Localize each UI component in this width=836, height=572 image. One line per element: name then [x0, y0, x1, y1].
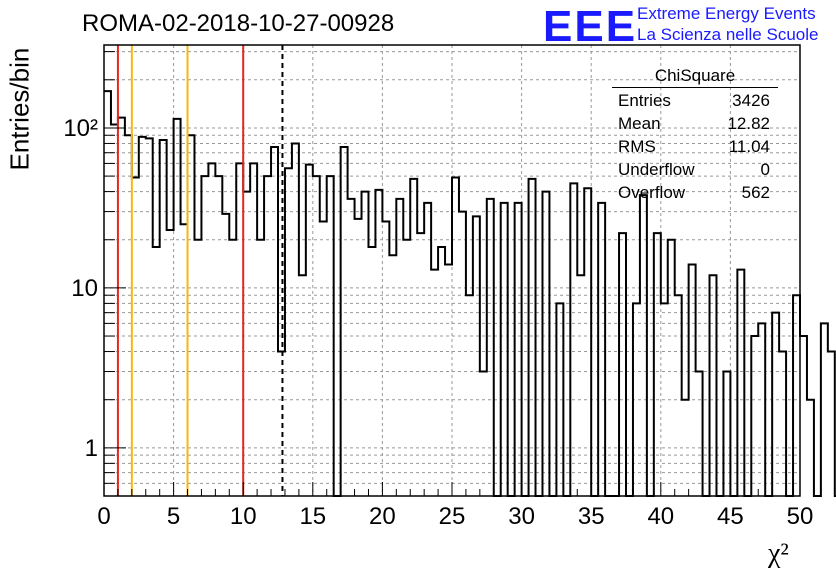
x-tick-label: 10	[230, 503, 257, 530]
reference-lines	[116, 45, 284, 496]
logo-subtitle-1: Extreme Energy Events	[637, 4, 816, 23]
x-tick-label: 20	[369, 503, 396, 530]
stats-label: Underflow	[618, 160, 695, 179]
x-tick-label: 40	[647, 503, 674, 530]
x-tick-label: 30	[508, 503, 535, 530]
stats-box: ChiSquare Entries 3426 Mean 12.82 RMS 11.04…	[612, 66, 778, 204]
x-tick-label: 35	[578, 503, 605, 530]
stats-row-entries: Entries 3426	[612, 89, 778, 112]
x-tick-label: 0	[97, 503, 110, 530]
stats-title: ChiSquare	[612, 66, 778, 88]
chart-title: ROMA-02-2018-10-27-00928	[82, 10, 395, 37]
histogram-outline	[104, 90, 836, 497]
y-tick-label: 10²	[63, 115, 98, 142]
x-tick-label: 25	[439, 503, 466, 530]
x-tick-label: 45	[717, 503, 744, 530]
stats-row-mean: Mean 12.82	[612, 112, 778, 135]
stats-row-underflow: Underflow 0	[612, 158, 778, 181]
stats-label: RMS	[618, 137, 656, 156]
x-tick-label: 50	[787, 503, 814, 530]
y-tick-label: 10	[71, 275, 98, 302]
logo-subtitle-2: La Scienza nelle Scuole	[637, 25, 819, 44]
histogram-bars	[104, 90, 836, 497]
stats-label: Mean	[618, 114, 661, 133]
y-tick-label: 1	[85, 435, 98, 462]
stats-value: 11.04	[728, 137, 770, 156]
x-tick-label: 5	[167, 503, 180, 530]
y-axis-label: Entries/bin	[4, 47, 35, 171]
stats-value: 0	[760, 160, 770, 179]
stats-value: 562	[741, 183, 770, 202]
stats-value: 12.82	[727, 114, 770, 133]
stats-row-rms: RMS 11.04	[612, 135, 778, 158]
stats-row-overflow: Overflow 562	[612, 181, 778, 204]
tick-labels: 0 5 10 15 20 25 30 35 40 45 50 1 10 10²	[63, 115, 813, 530]
stats-value: 3426	[732, 91, 770, 110]
axis-ticks	[103, 51, 801, 497]
eee-logo: EEE	[543, 2, 638, 51]
x-axis-label: χ²	[768, 538, 789, 569]
stats-label: Entries	[618, 91, 671, 110]
x-tick-label: 15	[299, 503, 326, 530]
stats-label: Overflow	[618, 183, 686, 202]
